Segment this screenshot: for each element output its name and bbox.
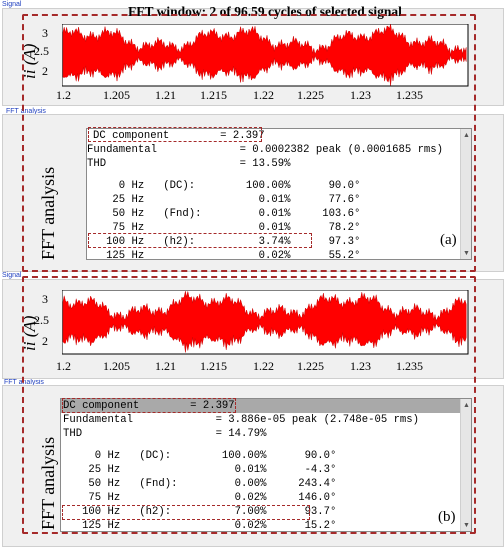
y-tick: 2.5 [34,313,49,327]
x-tick: 1.21 [155,88,176,102]
h2-highlight-box [88,233,312,248]
x-tick: 1.2 [56,88,71,102]
x-tick: 1.235 [396,88,423,102]
signal-group-label: Signal [2,1,22,8]
scrollbar[interactable]: ▲ ▼ [460,129,471,259]
scrollbar[interactable]: ▲ ▼ [460,399,471,531]
x-tick: 1.22 [253,359,274,373]
dc-line: DC component = 2.397 [63,400,235,412]
y-tick: 3 [42,26,48,40]
harmonic-row: 75 Hz 0.01% 78.2° [87,222,361,234]
x-tick: 1.23 [350,359,371,373]
scroll-down-icon[interactable]: ▼ [463,249,470,257]
x-tick: 1.205 [103,88,130,102]
x-tick: 1.2 [56,359,71,373]
harmonic-row: 0 Hz (DC): 100.00% 90.0° [87,180,361,192]
thd-line: THD = 13.59% [87,158,291,170]
h2-highlight-box [62,505,310,520]
dc-highlight-box [88,127,262,142]
top-outline [22,14,476,272]
x-tick: 1.215 [200,88,227,102]
x-tick: 1.225 [297,359,324,373]
harmonic-row: 0 Hz (DC): 100.00% 90.0° [63,450,337,462]
harmonic-row: 50 Hz (Fnd): 0.01% 103.6° [87,208,361,220]
harmonic-row: 125 Hz 0.02% 15.2° [63,520,337,532]
harmonic-row: 100 Hz (h2): 7.00% 93.7° [63,506,337,518]
x-tick: 1.21 [155,359,176,373]
scroll-up-icon[interactable]: ▲ [463,131,470,139]
y-tick: 3 [42,292,48,306]
thd-line: THD = 14.79% [63,428,267,440]
x-tick: 1.22 [253,88,274,102]
scroll-down-icon[interactable]: ▼ [463,521,470,529]
harmonic-row: 25 Hz 0.01% -4.3° [63,464,337,476]
fft-results-box[interactable]: DC component = 2.397 Fundamental = 3.886… [60,398,472,532]
fundamental-line: Fundamental = 0.0002382 peak (0.0001685 … [87,144,444,156]
selected-line-highlight [61,399,461,413]
signal-group-label: Signal [2,272,22,279]
harmonic-row: 75 Hz 0.02% 146.0° [63,492,337,504]
x-tick: 1.225 [297,88,324,102]
y-tick: 2 [42,334,48,348]
y-tick: 2.5 [34,44,49,58]
x-tick: 1.23 [350,88,371,102]
harmonic-row: 125 Hz 0.02% 55.2° [87,250,361,260]
x-tick: 1.205 [103,359,130,373]
fft-group-label: FFT analysis [6,108,46,115]
dc-highlight-box [62,398,236,413]
subfigure-tag-a: (a) [440,232,457,248]
fundamental-line: Fundamental = 3.886e-05 peak (2.748e-05 … [63,414,420,426]
bottom-outline [22,276,476,534]
signal-plot [62,24,469,87]
y-tick: 2 [42,64,48,78]
fft-results-box[interactable]: DC component = 2.397 Fundamental = 0.000… [86,128,472,260]
harmonic-row: 50 Hz (Fnd): 0.00% 243.4° [63,478,337,490]
scroll-up-icon[interactable]: ▲ [463,401,470,409]
harmonic-row: 25 Hz 0.01% 77.6° [87,194,361,206]
x-tick: 1.235 [396,359,423,373]
x-tick: 1.215 [200,359,227,373]
signal-plot [62,290,469,355]
harmonic-row: 100 Hz (h2): 3.74% 97.3° [87,236,361,248]
subfigure-tag-b: (b) [438,509,456,525]
dc-line: DC component = 2.397 [93,130,265,142]
